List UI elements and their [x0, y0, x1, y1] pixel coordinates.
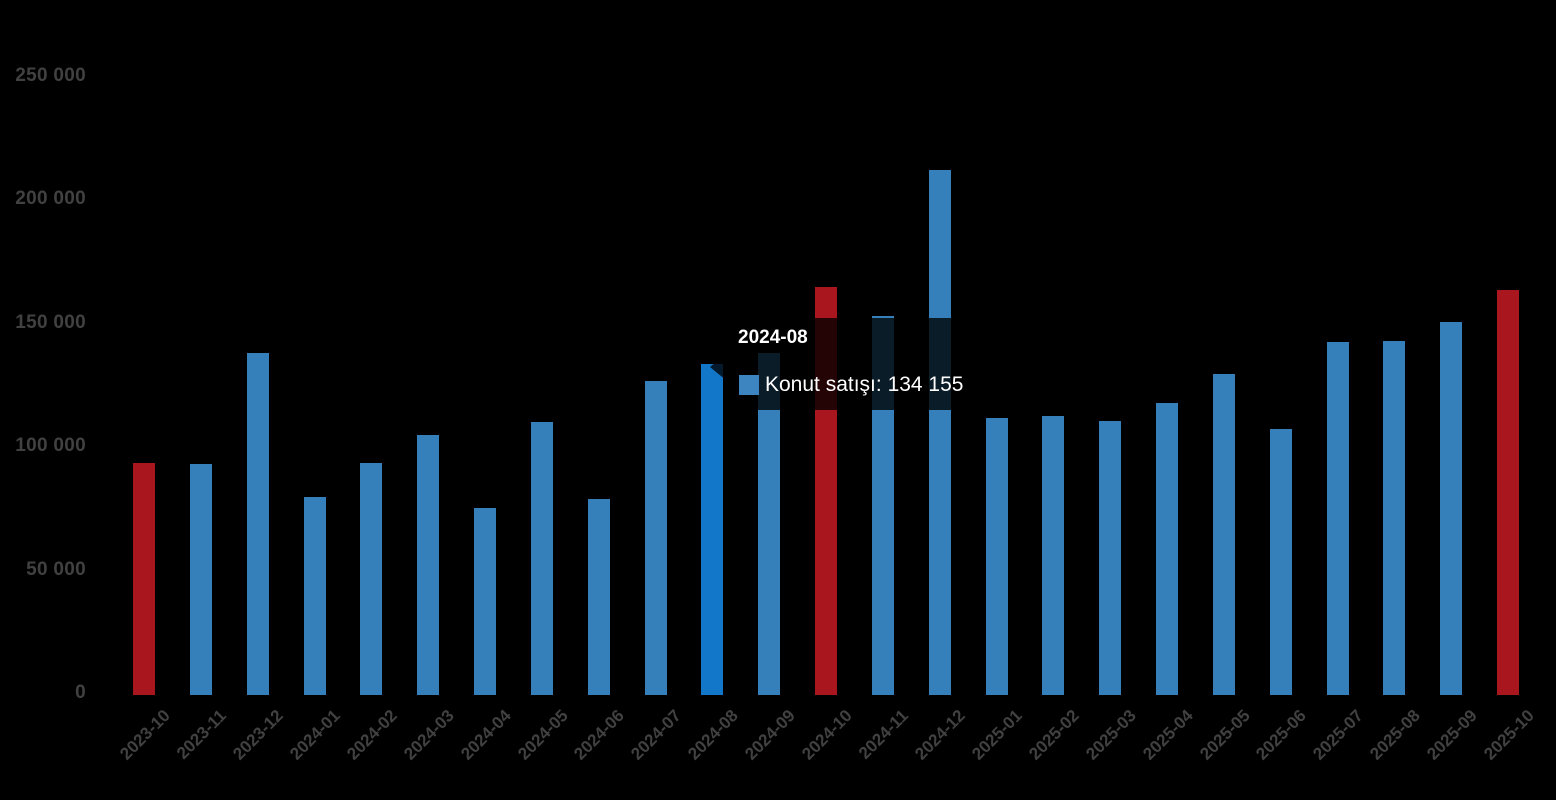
- y-axis-label: 200 000: [15, 188, 86, 209]
- tooltip-arrow-icon: [710, 353, 727, 381]
- bar-2024-11[interactable]: [871, 316, 894, 695]
- x-axis-label-2025-09: 2025-09: [1423, 706, 1481, 764]
- x-axis-label-2024-10: 2024-10: [797, 706, 856, 764]
- bar-2023-11[interactable]: [189, 464, 212, 695]
- bar-2023-12[interactable]: [246, 352, 269, 695]
- x-axis-label-2024-05: 2024-05: [513, 706, 572, 764]
- x-axis-label-2025-02: 2025-02: [1025, 706, 1083, 764]
- tooltip-value: Konut satışı: 134 155: [765, 373, 964, 396]
- bar-2024-12[interactable]: [928, 169, 951, 695]
- bar-2025-01[interactable]: [985, 417, 1008, 695]
- x-axis-label-2025-08: 2025-08: [1366, 706, 1424, 764]
- y-axis-label: 0: [75, 682, 86, 703]
- x-axis-label-2024-08: 2024-08: [684, 706, 742, 764]
- x-axis-label-2025-01: 2025-01: [968, 706, 1027, 764]
- x-axis-label-2024-06: 2024-06: [570, 706, 629, 764]
- bar-2024-06[interactable]: [587, 499, 610, 695]
- bar-2024-02[interactable]: [360, 463, 383, 695]
- bar-2024-04[interactable]: [474, 508, 497, 695]
- x-axis-label-2025-10: 2025-10: [1480, 706, 1538, 764]
- x-axis-label-2025-06: 2025-06: [1252, 706, 1311, 764]
- bar-2024-01[interactable]: [303, 496, 326, 695]
- series-swatch-icon: [739, 375, 759, 395]
- bar-2024-05[interactable]: [530, 421, 553, 695]
- x-axis-label-2023-12: 2023-12: [229, 706, 288, 764]
- bar-2025-03[interactable]: [1099, 421, 1122, 695]
- y-axis-label: 150 000: [15, 311, 86, 333]
- bar-2025-04[interactable]: [1156, 402, 1179, 695]
- y-axis-label: 100 000: [15, 435, 86, 456]
- x-axis-label-2025-03: 2025-03: [1082, 706, 1140, 764]
- bar-2025-05[interactable]: [1212, 373, 1235, 695]
- x-axis-label-2024-04: 2024-04: [456, 706, 515, 764]
- x-axis-label-2024-02: 2024-02: [343, 706, 401, 764]
- x-axis-label-2023-11: 2023-11: [173, 706, 231, 763]
- y-axis-label: 50 000: [26, 558, 86, 580]
- tooltip: 2024-08 Konut satışı: 134 155: [710, 318, 1008, 410]
- tooltip-title: 2024-08: [738, 327, 808, 348]
- x-axis-label-2024-09: 2024-09: [741, 706, 799, 764]
- bar-2024-07[interactable]: [644, 381, 667, 695]
- bar-2024-08[interactable]: [701, 363, 724, 695]
- x-axis-label-2024-12: 2024-12: [911, 706, 970, 764]
- tooltip-row: Konut satışı: 134 155: [739, 373, 963, 397]
- bar-2025-09[interactable]: [1440, 322, 1463, 695]
- bar-2024-03[interactable]: [417, 434, 440, 695]
- x-axis-label-2023-10: 2023-10: [115, 706, 174, 764]
- bar-2025-06[interactable]: [1269, 428, 1292, 695]
- bar-2025-10[interactable]: [1497, 289, 1520, 695]
- bar-2025-08[interactable]: [1383, 341, 1406, 695]
- x-axis-label-2024-11: 2024-11: [855, 706, 913, 763]
- bar-2025-02[interactable]: [1042, 416, 1065, 695]
- x-axis-label-2025-04: 2025-04: [1139, 706, 1197, 764]
- bar-2023-10[interactable]: [133, 463, 155, 695]
- bar-2024-09[interactable]: [758, 352, 781, 695]
- x-axis-label-2024-03: 2024-03: [400, 706, 458, 764]
- x-axis-label-2024-01: 2024-01: [286, 706, 344, 764]
- x-axis-label-2025-07: 2025-07: [1309, 706, 1368, 764]
- x-axis-label-2025-05: 2025-05: [1195, 706, 1254, 764]
- y-axis-label: 250 000: [15, 64, 86, 86]
- bar-2025-07[interactable]: [1326, 342, 1349, 695]
- x-axis-label-2024-07: 2024-07: [627, 706, 685, 764]
